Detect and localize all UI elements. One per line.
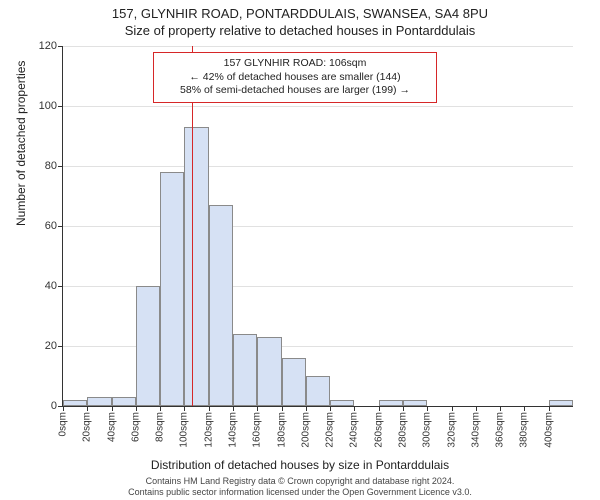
x-tick-label: 300sqm — [422, 412, 433, 448]
y-tick-label: 0 — [51, 400, 57, 412]
histogram-bar — [209, 205, 233, 406]
histogram-bar — [63, 400, 87, 406]
x-tick-label: 160sqm — [252, 412, 263, 448]
x-tick-mark — [476, 406, 477, 411]
x-tick-mark — [257, 406, 258, 411]
x-tick-label: 200sqm — [300, 412, 311, 448]
x-tick-label: 240sqm — [349, 412, 360, 448]
gridline — [63, 166, 573, 167]
x-tick-label: 360sqm — [495, 412, 506, 448]
y-tick-label: 40 — [45, 280, 57, 292]
histogram-bar — [379, 400, 403, 406]
x-tick-mark — [427, 406, 428, 411]
x-tick-label: 20sqm — [82, 412, 93, 442]
x-tick-label: 60sqm — [130, 412, 141, 442]
x-tick-mark — [112, 406, 113, 411]
histogram-bar — [112, 397, 136, 406]
y-tick-label: 80 — [45, 160, 57, 172]
x-tick-label: 0sqm — [58, 412, 69, 436]
x-tick-mark — [63, 406, 64, 411]
gridline — [63, 106, 573, 107]
annotation-line: 58% of semi-detached houses are larger (… — [162, 84, 428, 98]
x-tick-mark — [452, 406, 453, 411]
x-tick-mark — [354, 406, 355, 411]
y-axis-label: Number of detached properties — [14, 61, 28, 226]
chart-title-main: 157, GLYNHIR ROAD, PONTARDDULAIS, SWANSE… — [0, 0, 600, 21]
x-tick-mark — [233, 406, 234, 411]
gridline — [63, 46, 573, 47]
annotation-line: 157 GLYNHIR ROAD: 106sqm — [162, 57, 428, 71]
x-tick-label: 180sqm — [276, 412, 287, 448]
x-tick-mark — [403, 406, 404, 411]
x-tick-mark — [379, 406, 380, 411]
histogram-bar — [330, 400, 354, 406]
x-tick-label: 260sqm — [373, 412, 384, 448]
histogram-bar — [306, 376, 330, 406]
x-tick-mark — [549, 406, 550, 411]
histogram-bar — [549, 400, 573, 406]
x-tick-label: 120sqm — [203, 412, 214, 448]
x-axis-label: Distribution of detached houses by size … — [0, 458, 600, 472]
x-tick-label: 40sqm — [106, 412, 117, 442]
x-tick-label: 80sqm — [155, 412, 166, 442]
y-tick-label: 60 — [45, 220, 57, 232]
x-tick-mark — [500, 406, 501, 411]
annotation-line: ← 42% of detached houses are smaller (14… — [162, 71, 428, 85]
x-tick-label: 380sqm — [519, 412, 530, 448]
x-tick-label: 280sqm — [398, 412, 409, 448]
gridline — [63, 226, 573, 227]
x-tick-label: 340sqm — [470, 412, 481, 448]
histogram-bar — [403, 400, 427, 406]
x-tick-mark — [209, 406, 210, 411]
x-tick-label: 400sqm — [543, 412, 554, 448]
chart-title-sub: Size of property relative to detached ho… — [0, 21, 600, 38]
histogram-bar — [184, 127, 208, 406]
histogram-bar — [282, 358, 306, 406]
footer-line-2: Contains public sector information licen… — [0, 487, 600, 498]
histogram-bar — [136, 286, 160, 406]
y-tick-label: 20 — [45, 340, 57, 352]
y-tick-label: 120 — [39, 40, 57, 52]
histogram-bar — [257, 337, 281, 406]
x-tick-mark — [524, 406, 525, 411]
x-tick-mark — [184, 406, 185, 411]
histogram-bar — [160, 172, 184, 406]
x-tick-mark — [330, 406, 331, 411]
footer-attribution: Contains HM Land Registry data © Crown c… — [0, 476, 600, 498]
x-tick-label: 220sqm — [325, 412, 336, 448]
x-tick-mark — [136, 406, 137, 411]
chart-container: 157, GLYNHIR ROAD, PONTARDDULAIS, SWANSE… — [0, 0, 600, 500]
y-tick-label: 100 — [39, 100, 57, 112]
x-tick-mark — [306, 406, 307, 411]
plot-area: 0204060801001200sqm20sqm40sqm60sqm80sqm1… — [62, 46, 573, 407]
histogram-bar — [233, 334, 257, 406]
x-tick-label: 320sqm — [446, 412, 457, 448]
x-tick-mark — [282, 406, 283, 411]
histogram-bar — [87, 397, 111, 406]
x-tick-label: 140sqm — [228, 412, 239, 448]
x-tick-mark — [160, 406, 161, 411]
x-tick-label: 100sqm — [179, 412, 190, 448]
annotation-box: 157 GLYNHIR ROAD: 106sqm← 42% of detache… — [153, 52, 437, 103]
footer-line-1: Contains HM Land Registry data © Crown c… — [0, 476, 600, 487]
x-tick-mark — [87, 406, 88, 411]
